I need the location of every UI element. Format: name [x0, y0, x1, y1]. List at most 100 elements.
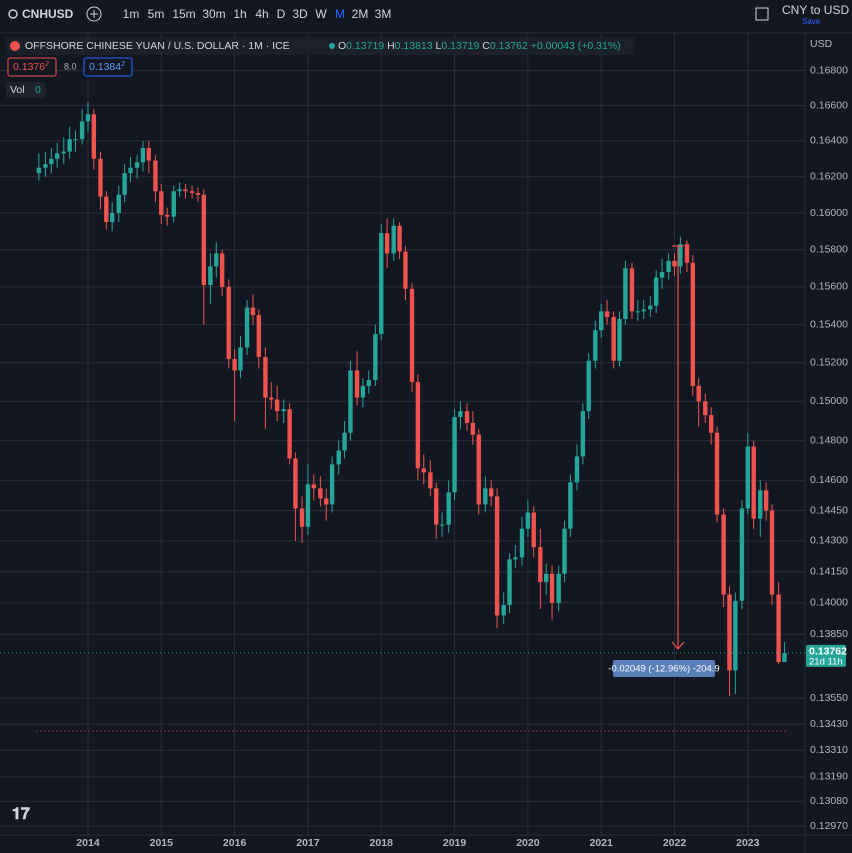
legend-bg	[6, 37, 634, 55]
candle-body	[43, 164, 48, 168]
measure-box	[613, 660, 715, 677]
currency-label[interactable]: USD	[810, 38, 833, 50]
c-label: C	[482, 40, 490, 52]
candle-body	[648, 305, 653, 310]
buy-box[interactable]	[83, 57, 133, 77]
checkbox[interactable]	[755, 7, 769, 21]
candle-body	[727, 594, 732, 671]
interval[interactable]: 1h	[233, 7, 246, 21]
candle-body	[421, 468, 426, 473]
interval[interactable]: 3M	[375, 7, 392, 21]
y-tick-label: 0.13190	[810, 771, 848, 783]
candle-body	[476, 434, 481, 505]
candle-body	[666, 260, 671, 272]
candle-body	[263, 357, 268, 398]
candle-body	[329, 464, 335, 505]
candle-body	[574, 456, 580, 483]
x-tick-label: 2015	[150, 837, 174, 849]
c-value: 0.13762	[490, 40, 528, 52]
interval[interactable]: 5m	[148, 7, 165, 21]
candle-body	[134, 162, 140, 168]
spread: 8.0	[64, 61, 77, 71]
candle-body	[769, 510, 775, 595]
interval[interactable]: 1m	[123, 7, 140, 21]
candle-body	[269, 397, 274, 400]
candle-body	[751, 446, 756, 519]
interval[interactable]: 3D	[292, 7, 308, 21]
candle-body	[61, 151, 66, 154]
h-label: H	[387, 40, 395, 52]
buy-price[interactable]: 0.13842	[89, 61, 125, 73]
compare-button[interactable]	[86, 6, 102, 22]
symbol[interactable]: CNHUSD	[22, 7, 74, 21]
interval[interactable]: 2M	[352, 7, 369, 21]
sell-box[interactable]	[7, 57, 57, 77]
interval[interactable]: 30m	[202, 7, 225, 21]
x-tick-label: 2020	[516, 837, 540, 849]
measure-label: -0.02049 (-12.96%) -204.9	[608, 664, 719, 675]
candle-body	[324, 498, 329, 505]
interval[interactable]: 15m	[172, 7, 195, 21]
candle-body	[489, 488, 494, 497]
y-tick-label: 0.15200	[810, 357, 848, 369]
candle-body	[458, 411, 463, 418]
sell-price[interactable]: 0.13762	[13, 61, 49, 73]
measure-arrowhead	[671, 641, 685, 650]
y-tick-label: 0.13430	[810, 718, 848, 730]
candle-body	[403, 251, 408, 289]
y-tick-label: 0.14150	[810, 566, 848, 578]
interval[interactable]: W	[315, 7, 327, 21]
candle-body	[384, 233, 390, 254]
candle-body	[714, 432, 720, 515]
candle-body	[274, 399, 280, 412]
x-tick-label: 2016	[223, 837, 247, 849]
candle-body	[318, 488, 323, 499]
y-tick-label: 0.16400	[810, 135, 848, 147]
candle-body	[109, 213, 115, 223]
candle-body	[366, 380, 371, 386]
interval[interactable]: M	[335, 7, 345, 21]
search-icon[interactable]	[8, 9, 18, 19]
price-label-bg	[806, 644, 846, 667]
h-value: 0.13813	[395, 40, 433, 52]
candle-body	[281, 409, 286, 412]
x-tick-label: 2017	[296, 837, 320, 849]
candle-body	[678, 244, 683, 267]
x-tick-label: 2018	[370, 837, 394, 849]
candle-body	[513, 557, 518, 560]
candle-body	[501, 604, 506, 616]
x-tick-label: 2021	[590, 837, 614, 849]
interval[interactable]: D	[277, 7, 286, 21]
candle-body	[452, 417, 457, 493]
candle-body	[531, 512, 536, 548]
candle-body	[140, 148, 146, 163]
candle-body	[116, 194, 121, 214]
o-value: 0.13719	[346, 40, 384, 52]
candle-body	[98, 158, 103, 197]
candle-body	[672, 260, 677, 267]
candle-body	[543, 573, 549, 583]
candle-body	[428, 472, 433, 489]
conversion[interactable]: CNY to USD	[782, 3, 849, 17]
candle-body	[593, 330, 598, 361]
candle-body	[146, 148, 152, 161]
interval[interactable]: 4h	[255, 7, 268, 21]
candle-body	[464, 411, 470, 423]
save-label[interactable]: Save	[802, 17, 821, 26]
y-tick-label: 0.14600	[810, 474, 848, 486]
candle-body	[446, 492, 451, 525]
candle-body	[73, 139, 78, 141]
candle-body	[538, 547, 543, 583]
candle-body	[238, 347, 243, 371]
y-tick-label: 0.14450	[810, 504, 848, 516]
candle-body	[171, 191, 176, 217]
y-tick-label: 0.15600	[810, 281, 848, 293]
candle-body	[708, 415, 714, 433]
candle-body	[586, 360, 591, 412]
x-tick-label: 2023	[736, 837, 760, 849]
candle-body	[128, 167, 133, 174]
y-tick-label: 0.14800	[810, 434, 848, 446]
candle-body	[562, 528, 567, 574]
candle-body	[373, 334, 378, 381]
